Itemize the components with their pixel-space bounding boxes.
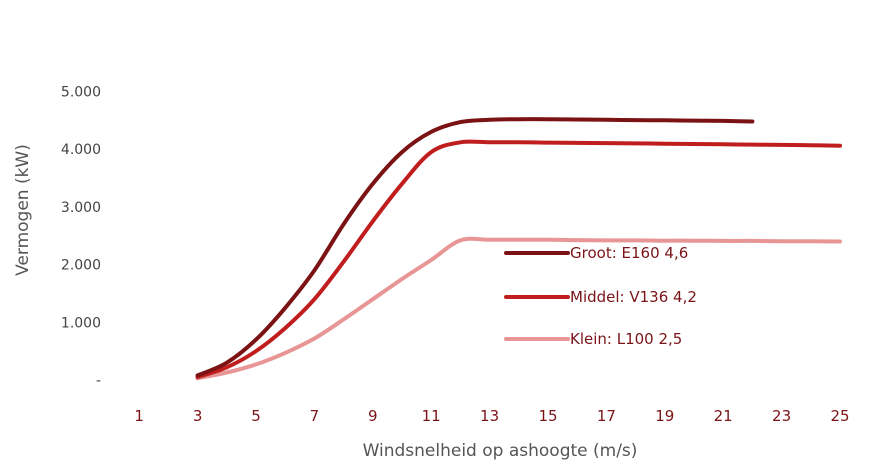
x-tick-label: 17 [597, 407, 616, 425]
x-tick-label: 5 [251, 407, 261, 425]
y-tick-label: 3.000 [61, 200, 101, 216]
x-tick-label: 1 [134, 407, 144, 425]
legend: Groot: E160 4,6 Middel: V136 4,2 Klein: L1… [504, 244, 697, 348]
series-line-2 [195, 139, 842, 380]
x-tick-label: 3 [193, 407, 203, 425]
y-tick-label: 2.000 [61, 258, 101, 274]
series-line-3 [195, 236, 842, 381]
x-tick-label: 19 [655, 407, 674, 425]
x-axis-title: Windsnelheid op ashoogte (m/s) [363, 441, 638, 461]
x-tick-label: 9 [368, 407, 378, 425]
x-tick-label: 13 [480, 407, 499, 425]
x-tick-label: 25 [830, 407, 849, 425]
x-tick-label: 7 [310, 407, 320, 425]
y-tick-label: 1.000 [61, 315, 101, 331]
series-line-1 [195, 117, 755, 378]
x-tick-label: 21 [714, 407, 733, 425]
legend-label: Groot: E160 4,6 [570, 244, 688, 262]
legend-label: Middel: V136 4,2 [570, 288, 697, 306]
y-tick-label: 4.000 [61, 142, 101, 158]
y-axis-title: Vermogen (kW) [13, 144, 33, 276]
series-lines [195, 117, 842, 381]
y-tick-label: 5.000 [61, 85, 101, 101]
x-axis-ticks: 1 3 5 7 9 11 13 15 17 19 21 23 25 [134, 407, 849, 425]
x-tick-label: 23 [772, 407, 791, 425]
legend-label: Klein: L100 2,5 [570, 330, 682, 348]
x-tick-label: 15 [538, 407, 557, 425]
x-tick-label: 11 [422, 407, 441, 425]
y-axis-ticks: - 1.000 2.000 3.000 4.000 5.000 [61, 85, 101, 390]
y-tick-label: - [96, 373, 101, 389]
